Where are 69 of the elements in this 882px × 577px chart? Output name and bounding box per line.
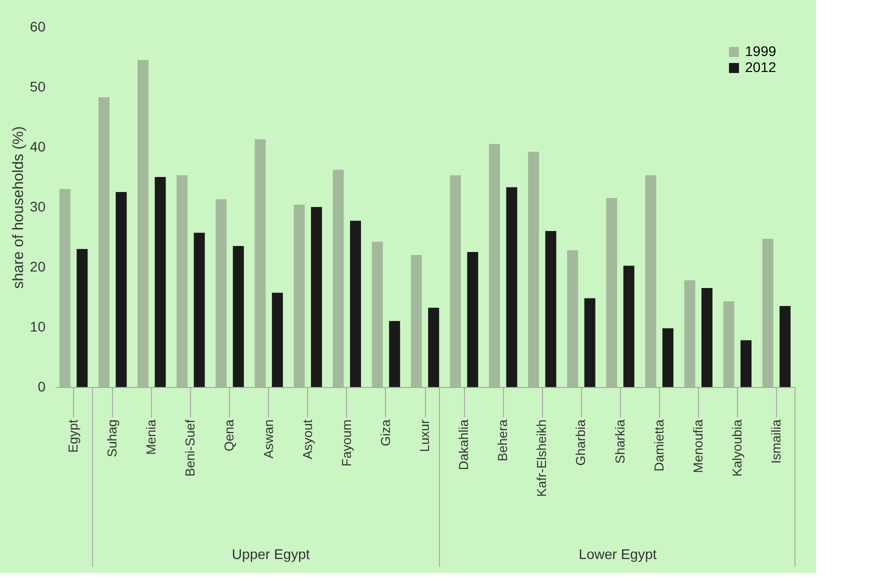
y-tick-label: 30	[30, 198, 46, 214]
bar	[723, 301, 734, 387]
x-tick-label: Kafr-Elsheikh	[534, 420, 550, 497]
x-tick-label: Giza	[378, 418, 393, 446]
bar	[488, 144, 500, 387]
bar	[567, 250, 578, 387]
x-tick-label: Dakahlia	[456, 418, 472, 470]
bar	[310, 207, 322, 387]
bar	[684, 280, 696, 387]
bar	[216, 199, 227, 387]
x-tick-label: Behera	[495, 418, 510, 462]
x-tick-label: Ismailia	[768, 418, 784, 464]
x-tick-label: Damietta	[651, 418, 666, 472]
x-tick-label: Kalyoubia	[729, 418, 744, 477]
bar	[138, 60, 149, 387]
bar	[116, 192, 127, 387]
bar	[332, 170, 344, 387]
bar	[254, 139, 266, 387]
legend-label: 1999	[745, 43, 776, 59]
x-tick-label: Aswan	[260, 420, 276, 459]
bar	[701, 288, 712, 387]
y-tick-label: 20	[30, 258, 46, 274]
y-tick-label: 40	[30, 138, 46, 154]
bar	[410, 255, 422, 387]
bar	[528, 152, 540, 387]
x-tick-label: Fayoum	[338, 420, 354, 466]
x-tick-label: Beni-Suef	[182, 419, 198, 477]
text: Lower Egypt	[578, 546, 657, 562]
bar	[350, 220, 362, 387]
y-axis-title: share of households (%)	[10, 126, 27, 289]
bar	[623, 266, 634, 387]
y-tick-label: 10	[30, 318, 46, 334]
bar	[606, 198, 618, 387]
y-tick-label: 60	[30, 18, 46, 34]
bar	[176, 175, 188, 387]
bar	[194, 232, 205, 387]
bar	[584, 298, 596, 387]
legend-label: 2012	[745, 59, 776, 75]
bar	[98, 97, 110, 387]
bar	[428, 308, 440, 387]
bar	[272, 292, 283, 387]
bar	[59, 189, 70, 387]
bar	[545, 231, 556, 387]
x-tick-label: Suhag	[104, 420, 120, 458]
x-tick-label: Menoufia	[690, 418, 706, 473]
bar	[372, 242, 383, 387]
x-tick-label: Asyout	[300, 419, 315, 460]
bar	[232, 246, 244, 387]
bar	[740, 340, 752, 387]
bar	[506, 187, 518, 387]
x-tick-label: Luxur	[417, 418, 432, 452]
x-tick-label: Sharkia	[612, 418, 628, 464]
bar	[780, 306, 791, 387]
bar	[154, 177, 166, 387]
bar	[645, 175, 656, 387]
text: Upper Egypt	[232, 546, 310, 562]
bar	[294, 204, 305, 387]
y-tick-label: 50	[30, 78, 46, 94]
x-tick-label: Qena	[222, 418, 237, 452]
bar	[762, 238, 774, 387]
x-tick-label: Gharbia	[573, 418, 588, 466]
bar	[76, 249, 88, 387]
y-tick-label: 0	[38, 378, 46, 394]
x-tick-label: Egypt	[66, 419, 81, 453]
bar	[389, 321, 400, 387]
bar	[450, 175, 461, 387]
x-tick-label: Menia	[144, 418, 159, 455]
bar	[467, 252, 478, 387]
bar	[662, 328, 674, 387]
